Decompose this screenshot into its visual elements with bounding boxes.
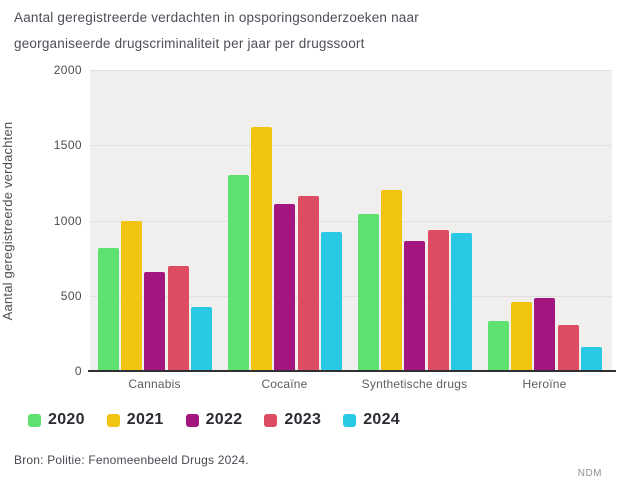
x-label-hero-ne: Heroïne [522,377,567,391]
y-tick-1500: 1500 [53,138,82,153]
chart-title-line-2: georganiseerde drugscriminaliteit per ja… [14,36,365,51]
gridline-500 [90,295,612,297]
bar-2020-cannabis [98,247,119,371]
bar-2023-cannabis [167,266,189,371]
x-axis-line [88,370,616,372]
x-label-synthetische-drugs: Synthetische drugs [361,377,468,391]
bar-2023-hero-ne [557,325,579,371]
y-tick-500: 500 [60,288,82,303]
chart-title: Aantal geregistreerde verdachten in opsp… [14,5,419,57]
legend-label-2022: 2022 [205,411,243,428]
x-label-cannabis: Cannabis [128,377,181,391]
x-axis-labels: Cannabis Cocaïne Synthetische drugs Heroïne [90,377,612,393]
bar-2021-synthetische-drugs [381,189,403,371]
gridline-1000 [90,220,612,222]
legend-label-2024: 2024 [363,411,400,428]
bar-2023-coca-ne [297,195,319,371]
y-tick-0: 0 [74,364,82,378]
legend: 2020 2021 2022 2023 2024 [28,411,400,429]
watermark-ndm: NDM [577,468,602,479]
legend-label-2021: 2021 [126,411,164,428]
legend-label-2023: 2023 [284,411,322,428]
y-tick-2000: 2000 [53,63,82,77]
legend-swatch-2022 [185,413,199,427]
bar-2020-coca-ne [228,175,249,371]
bar-2022-synthetische-drugs [404,240,426,371]
bar-2022-coca-ne [274,203,296,371]
legend-item-2023: 2023 [264,411,321,429]
bar-2022-hero-ne [534,298,556,371]
y-tick-1000: 1000 [53,213,82,228]
legend-item-2021: 2021 [106,411,164,429]
y-axis-label: Aantal geregistreerde verdachten [0,121,15,321]
gridline-2000 [90,70,612,71]
x-label-coca-ne: Cocaïne [261,377,308,391]
legend-item-2022: 2022 [185,411,243,429]
legend-swatch-2021 [106,413,120,427]
bar-2024-coca-ne [320,231,342,371]
bar-2020-synthetische-drugs [358,214,379,371]
bar-2021-coca-ne [251,127,273,371]
legend-label-2020: 2020 [48,411,85,428]
bar-2021-cannabis [121,221,143,371]
bar-2021-hero-ne [511,301,533,371]
bar-2022-cannabis [144,272,166,371]
legend-swatch-2024 [343,413,357,427]
bar-2020-hero-ne [488,321,509,371]
plot-area [90,70,612,371]
legend-swatch-2023 [264,413,278,427]
bar-2023-synthetische-drugs [427,229,449,371]
legend-swatch-2020 [28,413,41,427]
source-note: Bron: Politie: Fenomeenbeeld Drugs 2024. [14,453,249,467]
bar-2024-synthetische-drugs [450,232,472,371]
legend-item-2020: 2020 [28,411,85,429]
legend-item-2024: 2024 [343,411,400,429]
bar-2024-hero-ne [580,346,602,371]
chart-title-line-1: Aantal geregistreerde verdachten in opsp… [14,10,419,25]
gridline-1500 [90,145,612,147]
bar-2024-cannabis [190,307,212,371]
